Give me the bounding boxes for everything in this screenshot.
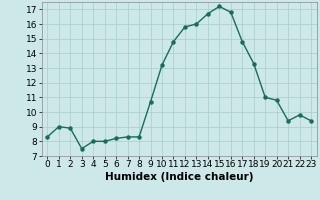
X-axis label: Humidex (Indice chaleur): Humidex (Indice chaleur) xyxy=(105,172,253,182)
